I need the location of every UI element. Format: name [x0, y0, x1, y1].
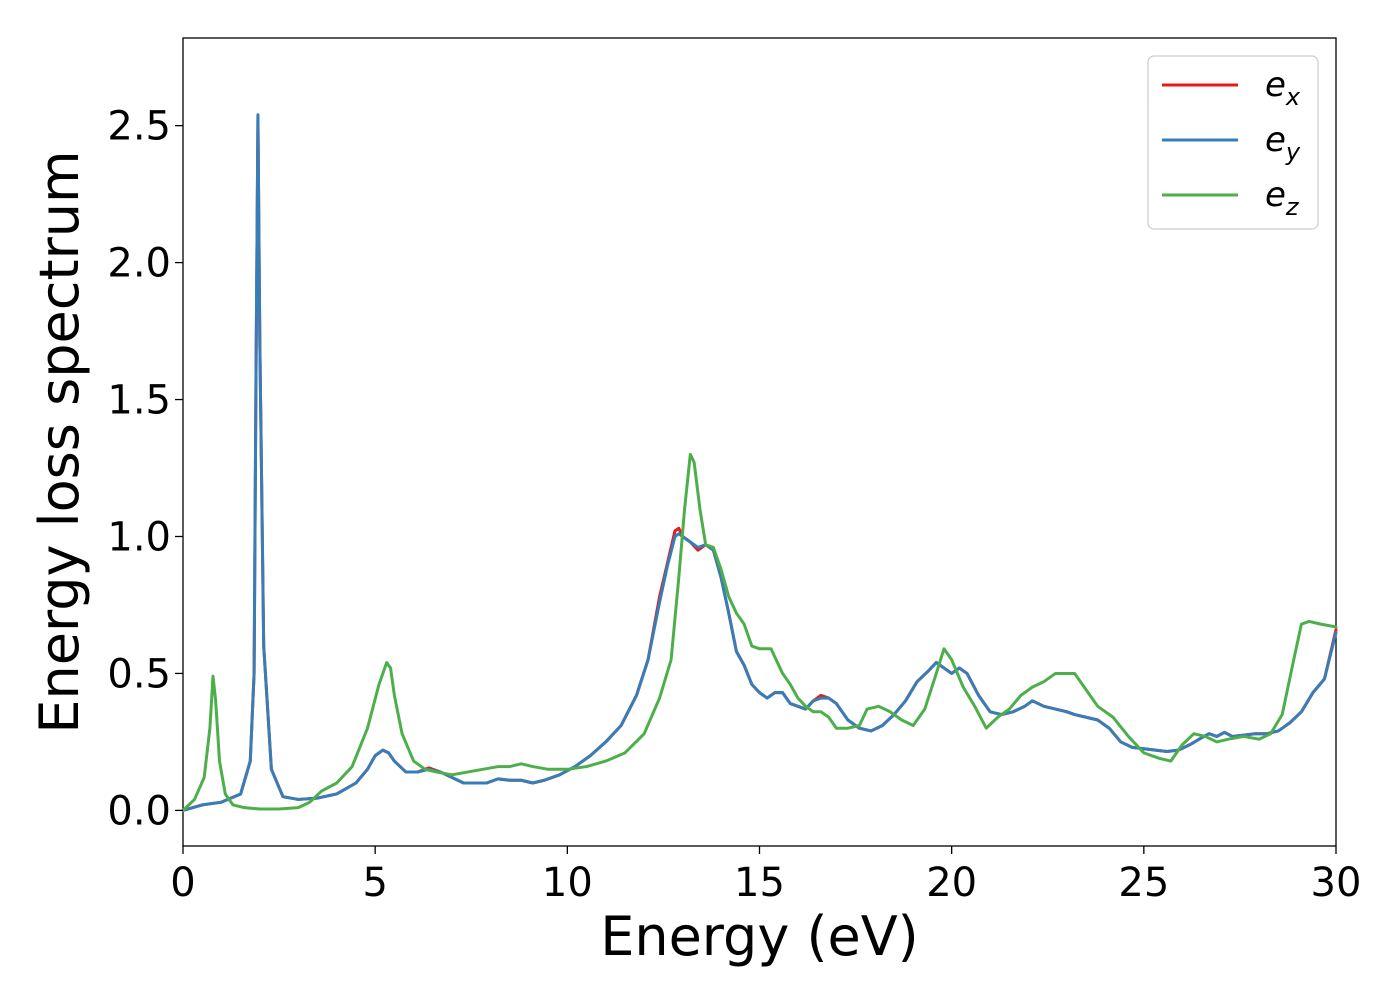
y-axis-label: Energy loss spectrum — [28, 150, 91, 733]
legend-label-base: e — [1265, 65, 1286, 105]
plot-area — [182, 37, 1337, 847]
y-tick-label: 0.5 — [107, 651, 171, 697]
x-axis-ticks: 0 5 10 15 20 25 30 — [170, 846, 1361, 906]
y-axis-ticks: 0.0 0.5 1.0 1.5 2.0 2.5 — [107, 104, 183, 834]
legend-label-z: ez — [1265, 175, 1300, 221]
x-tick-label: 10 — [542, 860, 593, 906]
y-tick-label: 1.5 — [107, 378, 171, 424]
x-tick-label: 20 — [926, 860, 977, 906]
legend-label-base: e — [1265, 120, 1286, 160]
x-axis-label: Energy (eV) — [600, 905, 919, 968]
series-line-z — [181, 452, 1338, 812]
x-tick-label: 15 — [734, 860, 785, 906]
x-tick-label: 30 — [1311, 860, 1362, 906]
legend-label-subscript: z — [1285, 193, 1300, 221]
legend-label-subscript: x — [1285, 83, 1301, 111]
legend-label-subscript: y — [1285, 138, 1301, 166]
legend-label-y: ey — [1265, 120, 1301, 166]
legend-label-base: e — [1265, 175, 1286, 215]
y-tick-label: 1.0 — [107, 514, 171, 560]
legend-box — [1147, 55, 1319, 230]
legend-label-x: ex — [1265, 65, 1301, 111]
x-tick-label: 5 — [362, 860, 387, 906]
y-tick-label: 2.5 — [107, 104, 171, 150]
series-layer — [181, 113, 1338, 812]
x-tick-label: 0 — [170, 860, 195, 906]
x-tick-label: 25 — [1118, 860, 1169, 906]
series-line-y — [181, 113, 1338, 812]
y-tick-label: 0.0 — [107, 788, 171, 834]
y-tick-label: 2.0 — [107, 241, 171, 287]
